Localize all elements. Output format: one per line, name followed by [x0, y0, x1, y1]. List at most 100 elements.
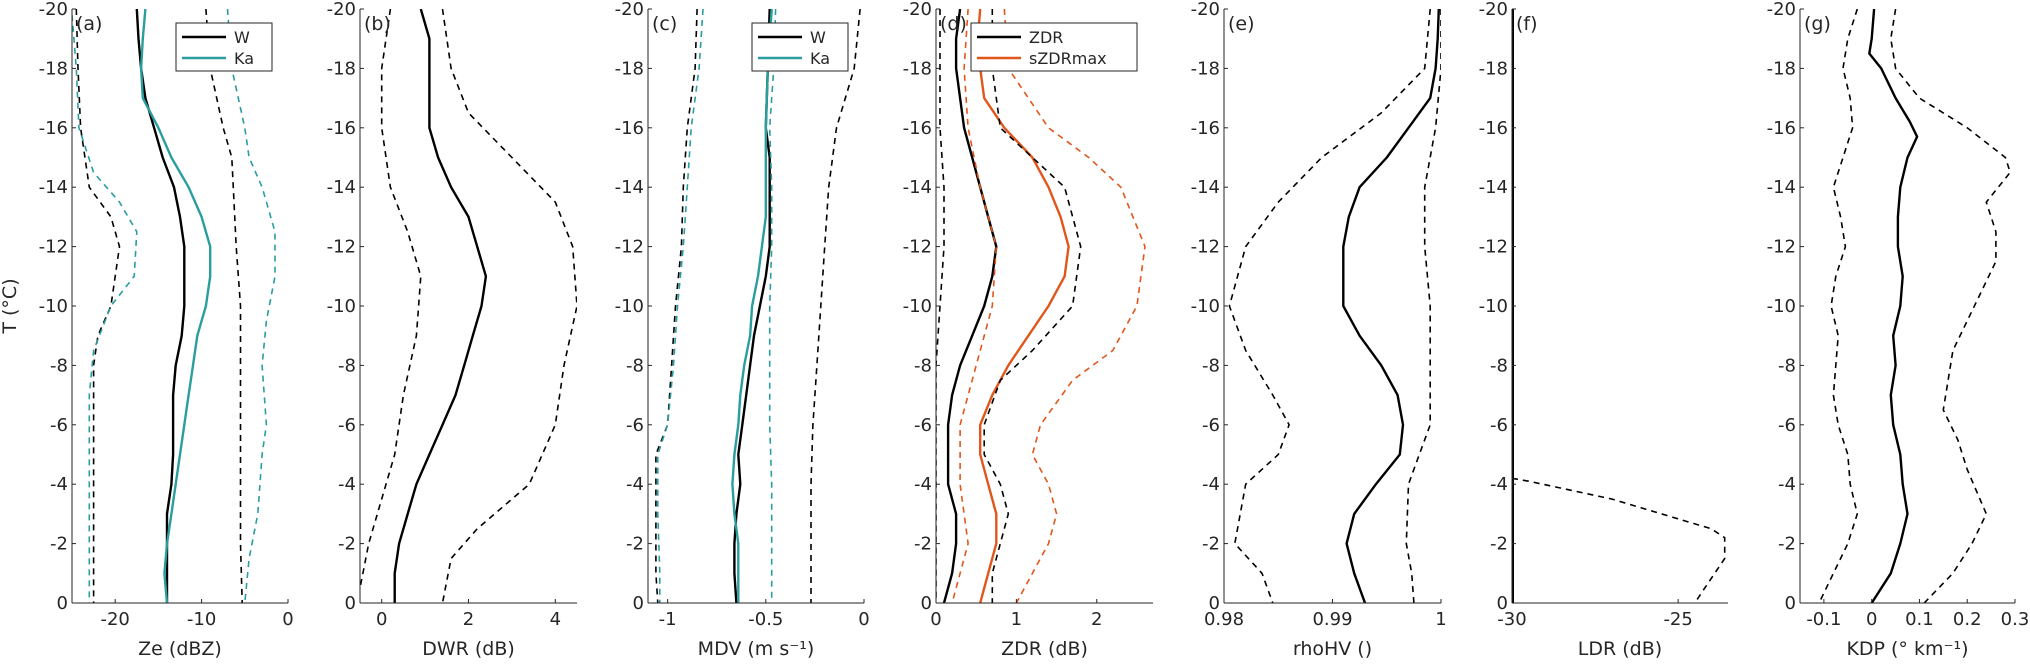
y-tick-label: -14 [39, 177, 68, 198]
y-tick-label: 0 [633, 593, 644, 614]
y-tick-label: -18 [1191, 58, 1220, 79]
y-tick-label: -2 [626, 534, 644, 555]
y-tick-label: -20 [1191, 0, 1220, 20]
y-tick-label: -14 [1191, 177, 1220, 198]
y-tick-label: -20 [39, 0, 68, 20]
panel-label: (g) [1804, 13, 1831, 35]
series-dashed-1 [1228, 9, 1431, 603]
y-tick-label: -8 [1202, 355, 1220, 376]
y-tick-label: -4 [338, 474, 356, 495]
x-axis-label: rhoHV () [1293, 638, 1372, 660]
x-tick-label: 0.2 [1953, 609, 1982, 630]
panel-7: -20-18-16-14-12-10-8-6-4-20-0.1 0 0.1 0.2 0.… [1767, 0, 2030, 660]
y-tick-label: -6 [626, 415, 644, 436]
y-tick-label: -20 [903, 0, 932, 20]
panel-label: (b) [364, 13, 391, 35]
panel-label: (c) [652, 13, 677, 35]
y-tick-label: -14 [1479, 177, 1508, 198]
series-dashed-4 [72, 14, 138, 603]
y-tick-label: 0 [1497, 593, 1508, 614]
series-dashed-3 [983, 9, 1082, 603]
series-ka [731, 9, 773, 603]
y-tick-label: -16 [39, 118, 68, 139]
y-tick-label: -18 [903, 58, 932, 79]
x-tick-label: -1 [659, 609, 677, 630]
x-tick-label: -0.1 [1806, 609, 1841, 630]
x-tick-label: 0.99 [1312, 609, 1352, 630]
y-tick-label: -10 [615, 296, 644, 317]
x-tick-label: 0 [930, 609, 941, 630]
x-axis-label: Ze (dBZ) [138, 638, 222, 660]
legend-box [175, 22, 273, 72]
series-zdr [942, 9, 998, 603]
x-axis-label: MDV (m s⁻¹) [698, 638, 815, 660]
series-group [1512, 9, 1726, 603]
series-dashed-1 [360, 9, 422, 589]
legend-entry: Ka [810, 49, 830, 68]
y-tick-label: -8 [338, 355, 356, 376]
series-dashed-4 [951, 9, 998, 603]
x-tick-label: 0 [282, 609, 293, 630]
legend-box [751, 22, 849, 72]
series-group [655, 9, 861, 603]
panel-label: (d) [940, 13, 967, 35]
y-tick-label: -18 [327, 58, 356, 79]
series-dashed-5 [1003, 9, 1146, 603]
x-tick-label: 0.1 [1905, 609, 1934, 630]
y-tick-label: -8 [914, 355, 932, 376]
x-axis-label: LDR (dB) [1578, 638, 1662, 660]
y-tick-label: -14 [615, 177, 644, 198]
y-tick-label: -12 [1191, 237, 1220, 258]
series-dashed-3 [205, 9, 243, 603]
x-tick-label: 2 [1091, 609, 1102, 630]
y-tick-label: -4 [626, 474, 644, 495]
y-tick-label: -18 [615, 58, 644, 79]
y-tick-label: -16 [1767, 118, 1796, 139]
series-dashed-2 [75, 9, 121, 603]
y-tick-label: -16 [1191, 118, 1220, 139]
y-tick-label: -14 [1767, 177, 1796, 198]
series-group [1228, 9, 1441, 603]
series-solid-0 [393, 9, 488, 603]
legend-entry: sZDRmax [1029, 49, 1107, 68]
panel-label: (e) [1228, 13, 1255, 35]
y-tick-label: 0 [1785, 593, 1796, 614]
y-tick-label: -12 [615, 237, 644, 258]
legend: W Ka [175, 22, 273, 72]
y-tick-label: -20 [1479, 0, 1508, 20]
series-group [72, 9, 276, 603]
series-w [733, 9, 771, 603]
y-tick-label: -6 [50, 415, 68, 436]
y-tick-label: 0 [1209, 593, 1220, 614]
y-tick-label: 0 [345, 593, 356, 614]
panel-5: -20-18-16-14-12-10-8-6-4-200.98 0.99 1rhoH… [1191, 0, 1447, 660]
y-tick-label: -16 [327, 118, 356, 139]
y-tick-label: -18 [39, 58, 68, 79]
y-tick-label: 0 [57, 593, 68, 614]
x-tick-label: -0.5 [748, 609, 783, 630]
y-tick-label: -4 [50, 474, 68, 495]
y-tick-label: -8 [1490, 355, 1508, 376]
x-axis-label: KDP (° km⁻¹) [1846, 638, 1968, 660]
y-tick-label: -10 [903, 296, 932, 317]
legend: W Ka [751, 22, 849, 72]
legend-entry: Ka [234, 49, 254, 68]
y-tick-label: -2 [1202, 534, 1220, 555]
series-dashed-3 [810, 9, 861, 603]
y-tick-label: -2 [338, 534, 356, 555]
y-tick-label: -10 [1767, 296, 1796, 317]
y-tick-label: -12 [903, 237, 932, 258]
y-tick-label: -10 [1191, 296, 1220, 317]
y-tick-label: -8 [50, 355, 68, 376]
series-dashed-2 [441, 9, 577, 603]
y-tick-label: -14 [327, 177, 356, 198]
y-tick-label: -6 [1778, 415, 1796, 436]
y-tick-label: -4 [1490, 474, 1508, 495]
y-tick-label: -4 [1202, 474, 1220, 495]
legend-entry: W [234, 28, 250, 47]
x-tick-label: -25 [1663, 609, 1692, 630]
x-tick-label: -10 [187, 609, 216, 630]
x-tick-label: 0.98 [1204, 609, 1244, 630]
y-tick-label: -12 [327, 237, 356, 258]
